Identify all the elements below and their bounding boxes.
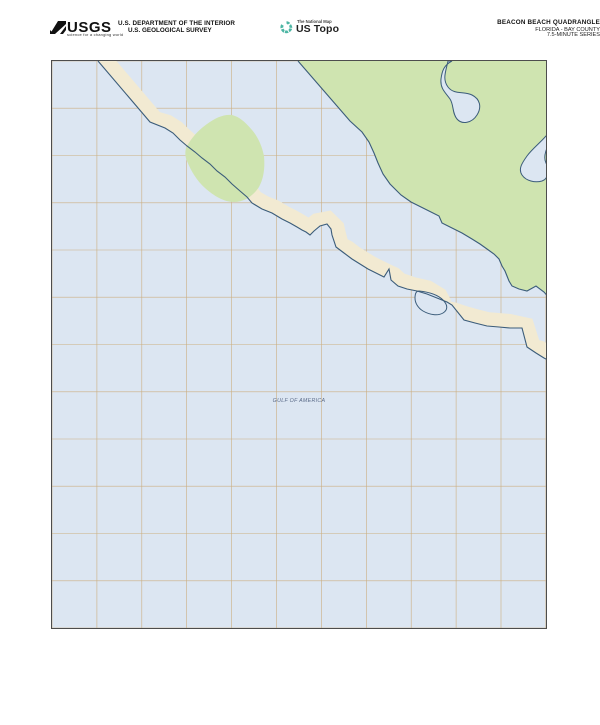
- svg-text:GULF OF AMERICA: GULF OF AMERICA: [273, 398, 326, 404]
